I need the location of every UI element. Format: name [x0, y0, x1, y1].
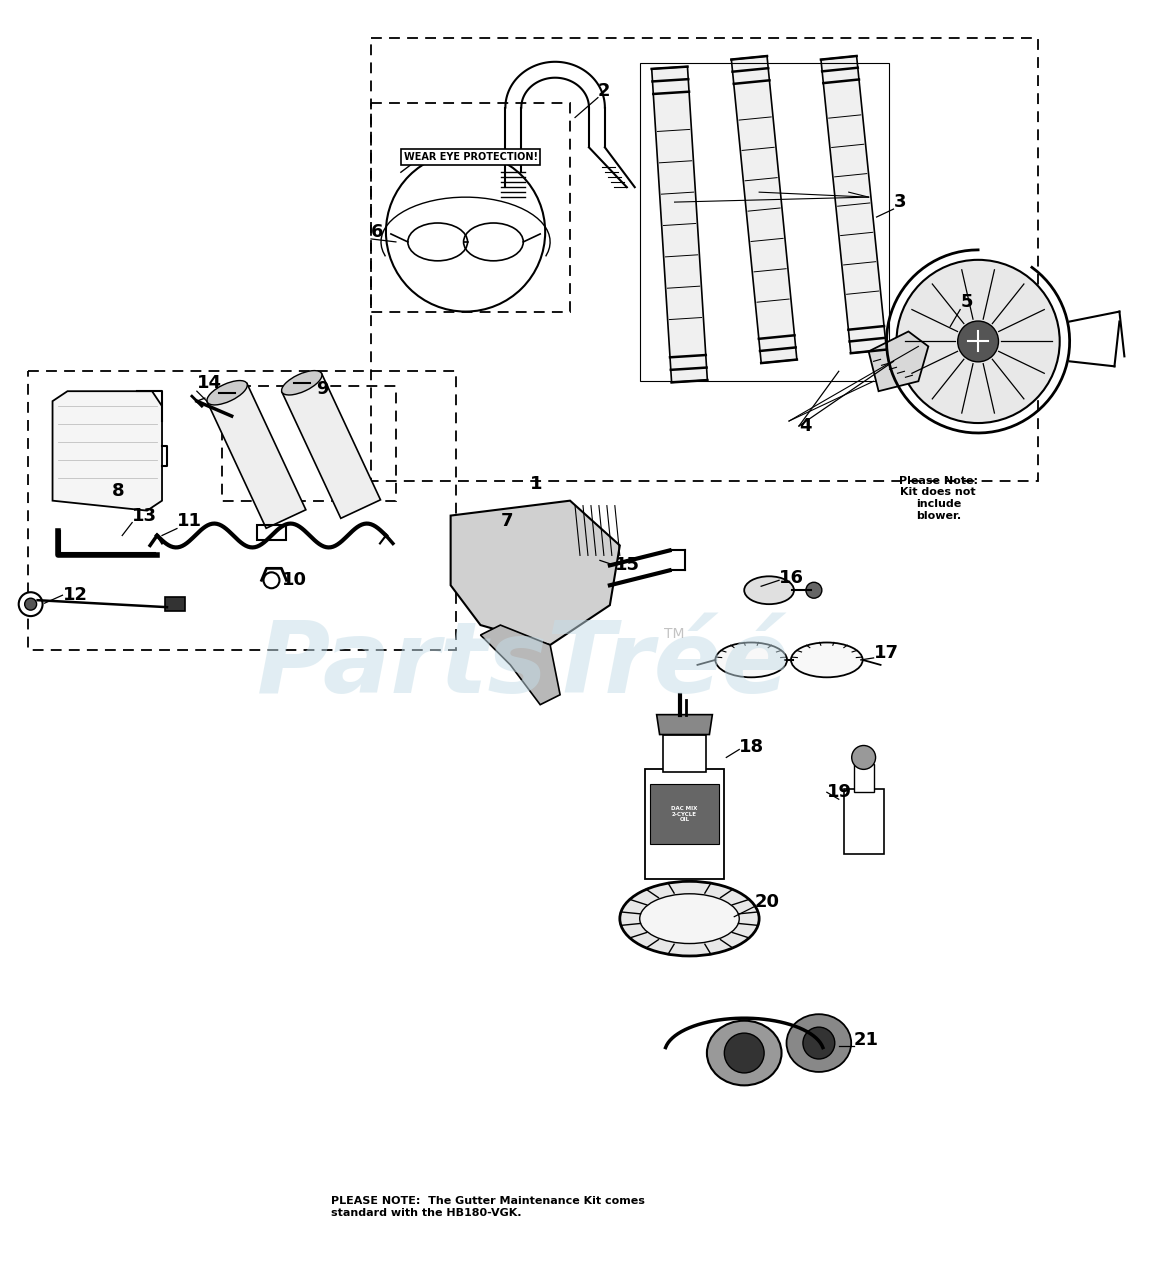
Ellipse shape [707, 1020, 782, 1085]
Text: 7: 7 [500, 512, 513, 530]
Text: 8: 8 [113, 481, 124, 499]
Text: 6: 6 [371, 223, 384, 241]
Bar [843, 790, 884, 854]
Polygon shape [480, 625, 561, 705]
Ellipse shape [744, 576, 794, 604]
Circle shape [806, 582, 822, 598]
Text: DAC MIX
2-CYCLE
OIL: DAC MIX 2-CYCLE OIL [671, 806, 698, 823]
Bar [650, 785, 720, 844]
Bar [371, 102, 570, 311]
Ellipse shape [786, 1014, 851, 1071]
Ellipse shape [620, 882, 759, 956]
Circle shape [851, 745, 876, 769]
Polygon shape [52, 392, 162, 511]
Text: WEAR EYE PROTECTION!: WEAR EYE PROTECTION! [404, 152, 537, 163]
Circle shape [24, 598, 36, 611]
Ellipse shape [791, 643, 863, 677]
Bar [257, 525, 286, 540]
Ellipse shape [640, 893, 740, 943]
Bar [222, 387, 395, 500]
Bar [663, 735, 706, 772]
Polygon shape [281, 374, 380, 518]
Text: TM: TM [664, 627, 684, 640]
Text: 16: 16 [779, 570, 804, 588]
Text: PLEASE NOTE:  The Gutter Maintenance Kit comes
standard with the HB180-VGK.: PLEASE NOTE: The Gutter Maintenance Kit … [331, 1197, 645, 1219]
Circle shape [957, 321, 999, 362]
Circle shape [802, 1027, 835, 1059]
Polygon shape [450, 500, 620, 645]
Text: 17: 17 [873, 644, 899, 662]
Polygon shape [207, 384, 306, 529]
Text: 10: 10 [281, 571, 306, 589]
Text: 3: 3 [893, 193, 906, 211]
Text: 13: 13 [133, 507, 157, 525]
Ellipse shape [715, 643, 787, 677]
Text: 4: 4 [799, 417, 812, 435]
Text: 11: 11 [177, 512, 202, 530]
Text: 20: 20 [754, 892, 779, 911]
Polygon shape [869, 332, 928, 392]
Bar [640, 63, 889, 381]
Text: 21: 21 [854, 1032, 879, 1050]
Text: PartsTréé: PartsTréé [257, 617, 791, 714]
Text: 14: 14 [197, 374, 222, 392]
Text: 5: 5 [961, 293, 972, 311]
Circle shape [19, 593, 43, 616]
Bar [165, 598, 185, 611]
Polygon shape [732, 56, 797, 364]
Polygon shape [657, 714, 713, 735]
Polygon shape [651, 67, 707, 383]
Ellipse shape [281, 371, 322, 396]
Bar [371, 38, 1037, 481]
Ellipse shape [207, 380, 248, 404]
Circle shape [897, 260, 1059, 424]
Bar [28, 371, 456, 650]
Text: Please Note:
Kit does not
include
blower.: Please Note: Kit does not include blower… [899, 476, 978, 521]
Circle shape [725, 1033, 764, 1073]
Polygon shape [821, 56, 886, 353]
Bar [854, 764, 873, 792]
Text: 2: 2 [598, 82, 611, 100]
Text: 1: 1 [530, 475, 543, 493]
Text: 15: 15 [615, 557, 640, 575]
Text: 9: 9 [316, 380, 329, 398]
Bar [644, 769, 725, 879]
Text: 12: 12 [63, 586, 87, 604]
Text: 18: 18 [740, 739, 764, 756]
Text: 19: 19 [827, 783, 851, 801]
